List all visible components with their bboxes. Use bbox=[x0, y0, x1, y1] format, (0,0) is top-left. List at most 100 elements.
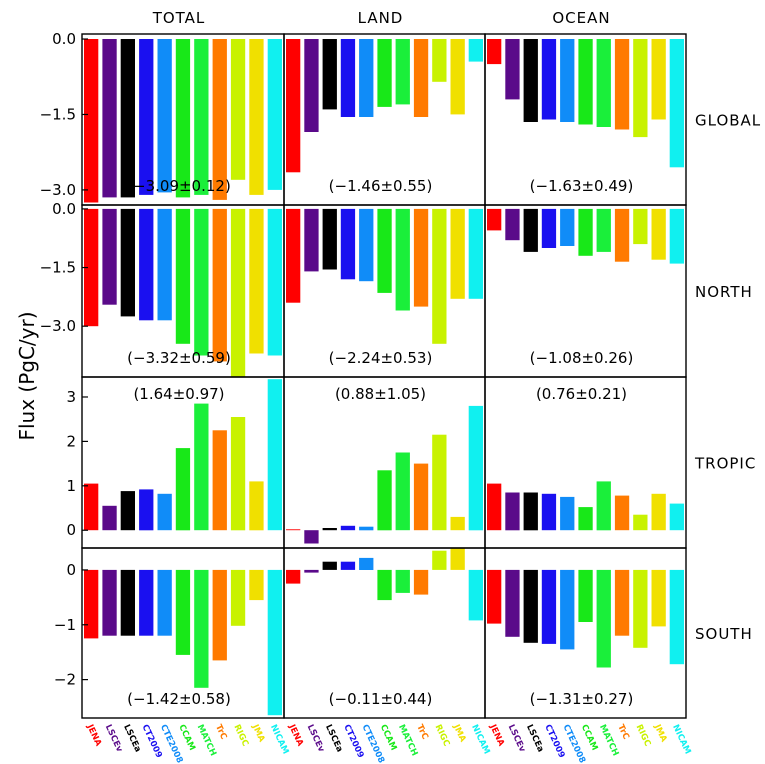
bar-north-land-jma bbox=[450, 208, 465, 299]
bar-global-ocean-lscea bbox=[523, 39, 538, 122]
bar-north-ocean-cte2008 bbox=[560, 208, 575, 246]
bar-north-ocean-match bbox=[596, 208, 611, 252]
bar-south-land-nicam bbox=[468, 569, 483, 621]
bar-south-total-jena bbox=[84, 569, 99, 639]
bar-global-total-lscea bbox=[120, 39, 135, 198]
bar-north-total-cte2008 bbox=[157, 208, 172, 321]
bar-tropic-ocean-cte2008 bbox=[560, 496, 575, 531]
bar-global-total-jma bbox=[249, 39, 264, 195]
bar-tropic-total-rigc bbox=[230, 417, 246, 531]
bar-global-land-jma bbox=[450, 39, 465, 115]
bar-tropic-total-lscea bbox=[120, 491, 135, 531]
bar-tropic-total-jena bbox=[84, 483, 99, 531]
bar-global-land-ccam bbox=[377, 39, 392, 107]
bar-tropic-land-cte2008 bbox=[359, 526, 374, 531]
bar-tropic-total-lscev bbox=[102, 505, 117, 531]
bar-global-land-cte2008 bbox=[359, 39, 374, 117]
bar-tropic-total-ccam bbox=[175, 448, 191, 531]
bar-tropic-land-nicam bbox=[468, 405, 483, 531]
bar-global-ocean-jena bbox=[487, 39, 502, 65]
y-tick-label-tropic: 2 bbox=[66, 432, 76, 450]
y-tick-label-north: −1.5 bbox=[40, 259, 76, 277]
bar-south-land-lscea bbox=[322, 561, 337, 570]
bar-global-ocean-trc bbox=[614, 39, 630, 130]
y-tick-label-tropic: 0 bbox=[66, 521, 76, 539]
model-label-jma: JMA bbox=[450, 722, 467, 744]
bar-global-total-lscev bbox=[102, 39, 117, 198]
bar-north-ocean-lscea bbox=[523, 208, 538, 252]
model-label-rigc: RIGC bbox=[433, 723, 452, 748]
model-label-lscev: LSCEv bbox=[103, 723, 125, 754]
bar-south-land-match bbox=[395, 569, 410, 593]
bar-tropic-ocean-jma bbox=[651, 493, 666, 531]
bar-tropic-land-trc bbox=[413, 463, 429, 531]
bar-tropic-total-trc bbox=[212, 430, 227, 531]
row-title-global: GLOBAL bbox=[695, 112, 761, 130]
bar-south-ocean-trc bbox=[614, 569, 630, 636]
bar-north-total-jena bbox=[84, 208, 99, 327]
bar-global-land-ct2009 bbox=[340, 39, 356, 117]
bar-north-ocean-lscev bbox=[505, 208, 520, 241]
bar-global-ocean-ct2009 bbox=[541, 39, 557, 120]
bar-global-total-ct2009 bbox=[139, 39, 154, 195]
bar-global-total-ccam bbox=[175, 39, 191, 198]
bar-north-total-ct2009 bbox=[139, 208, 154, 321]
bar-global-ocean-nicam bbox=[669, 39, 684, 168]
bar-south-land-rigc bbox=[432, 550, 447, 570]
bar-north-land-ct2009 bbox=[340, 208, 356, 280]
model-label-trc: TrC bbox=[414, 723, 430, 741]
bar-north-ocean-nicam bbox=[669, 208, 684, 264]
bar-tropic-ocean-trc bbox=[614, 495, 630, 531]
bar-south-land-jena bbox=[286, 569, 301, 584]
bar-north-land-nicam bbox=[468, 208, 483, 299]
panel-annotation-south-land: (−0.11±0.44) bbox=[329, 690, 433, 708]
bar-south-total-cte2008 bbox=[157, 569, 172, 636]
bar-north-land-rigc bbox=[432, 208, 447, 344]
bar-south-total-ct2009 bbox=[139, 569, 154, 636]
bar-north-land-lscev bbox=[304, 208, 319, 272]
bar-tropic-ocean-lscev bbox=[505, 492, 520, 531]
bar-south-ocean-cte2008 bbox=[560, 569, 575, 650]
bar-north-total-lscev bbox=[102, 208, 117, 305]
bar-tropic-ocean-nicam bbox=[669, 503, 684, 531]
bar-north-total-trc bbox=[212, 208, 227, 362]
bar-tropic-total-jma bbox=[249, 481, 264, 531]
bar-south-ocean-jma bbox=[651, 569, 666, 627]
model-label-lscev: LSCEv bbox=[506, 723, 528, 754]
model-label-trc: TrC bbox=[615, 723, 631, 741]
panel-annotation-tropic-total: (1.64±0.97) bbox=[133, 385, 224, 403]
bar-south-total-trc bbox=[212, 569, 227, 661]
panel-annotation-global-ocean: (−1.63±0.49) bbox=[530, 177, 634, 195]
bar-south-total-jma bbox=[249, 569, 264, 601]
bar-south-ocean-lscea bbox=[523, 569, 538, 643]
bar-south-total-lscea bbox=[120, 569, 135, 636]
bar-north-total-jma bbox=[249, 208, 264, 354]
bars-layer bbox=[84, 39, 684, 716]
model-label-trc: TrC bbox=[213, 723, 229, 741]
panel-frame-south-ocean bbox=[484, 547, 687, 719]
bar-global-ocean-lscev bbox=[505, 39, 520, 100]
bar-south-land-trc bbox=[413, 569, 429, 595]
bar-tropic-total-nicam bbox=[267, 379, 282, 531]
bar-south-ocean-jena bbox=[487, 569, 502, 624]
bar-south-total-nicam bbox=[267, 569, 282, 716]
panel-annotation-north-land: (−2.24±0.53) bbox=[329, 349, 433, 367]
bar-south-total-match bbox=[194, 569, 209, 688]
model-label-jma: JMA bbox=[651, 722, 668, 744]
bar-tropic-total-ct2009 bbox=[139, 489, 154, 531]
bar-north-total-nicam bbox=[267, 208, 282, 356]
model-label-rigc: RIGC bbox=[231, 723, 250, 748]
row-title-north: NORTH bbox=[695, 283, 753, 301]
bar-tropic-land-ct2009 bbox=[340, 525, 356, 531]
row-title-tropic: TROPIC bbox=[694, 455, 756, 473]
bar-north-land-lscea bbox=[322, 208, 337, 270]
bar-north-ocean-trc bbox=[614, 208, 630, 262]
bar-global-land-lscea bbox=[322, 39, 337, 110]
bar-tropic-total-cte2008 bbox=[157, 493, 172, 531]
bar-global-land-lscev bbox=[304, 39, 319, 132]
bar-global-land-jena bbox=[286, 39, 301, 173]
model-label-jena: JENA bbox=[84, 722, 103, 748]
bar-south-land-cte2008 bbox=[359, 557, 374, 570]
bar-global-land-match bbox=[395, 39, 410, 105]
y-tick-label-south: 0 bbox=[66, 561, 76, 579]
